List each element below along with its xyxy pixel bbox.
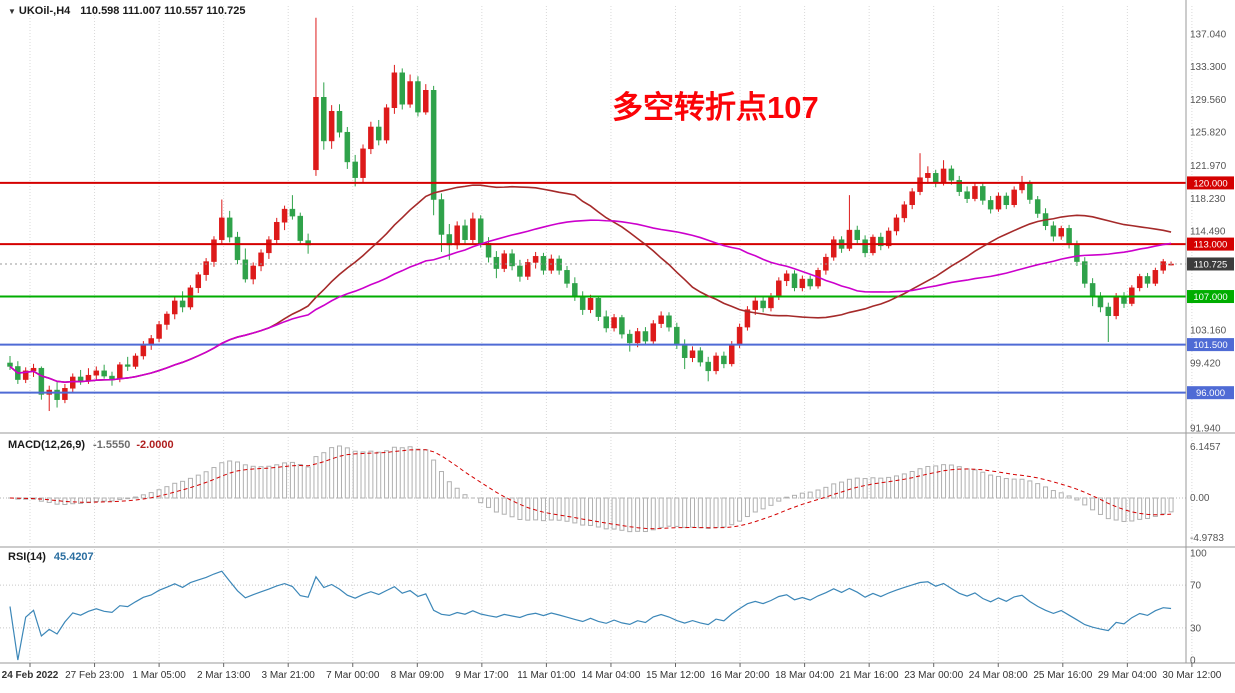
svg-text:30: 30 [1190,623,1202,634]
macd-name: MACD(12,26,9) [8,439,86,451]
svg-text:24 Mar 08:00: 24 Mar 08:00 [969,670,1028,681]
grid-lines [29,6,1193,662]
svg-text:114.490: 114.490 [1190,227,1226,238]
svg-text:91.940: 91.940 [1190,424,1221,435]
level-lines[interactable] [0,181,1186,394]
svg-text:16 Mar 20:00: 16 Mar 20:00 [711,670,770,681]
svg-text:107.000: 107.000 [1193,292,1227,303]
candles [7,17,1174,412]
svg-text:23 Mar 00:00: 23 Mar 00:00 [904,670,963,681]
macd-histogram [8,445,1174,533]
svg-text:27 Feb 23:00: 27 Feb 23:00 [65,670,124,681]
svg-text:120.000: 120.000 [1193,178,1227,189]
svg-text:8 Mar 09:00: 8 Mar 09:00 [391,670,445,681]
svg-text:30 Mar 12:00: 30 Mar 12:00 [1162,670,1221,681]
svg-text:70: 70 [1190,581,1202,592]
macd-signal-value: -2.0000 [136,439,174,451]
svg-text:121.970: 121.970 [1190,161,1227,172]
svg-text:96.000: 96.000 [1196,388,1225,399]
svg-text:0: 0 [1190,656,1196,667]
rsi-line [9,570,1172,661]
svg-text:3 Mar 21:00: 3 Mar 21:00 [262,670,316,681]
svg-text:0.00: 0.00 [1190,493,1210,504]
svg-text:101.500: 101.500 [1193,340,1227,351]
svg-text:103.160: 103.160 [1190,326,1227,337]
svg-text:14 Mar 04:00: 14 Mar 04:00 [581,670,640,681]
svg-text:99.420: 99.420 [1190,358,1221,369]
ma-fast-line[interactable] [9,184,1172,383]
svg-text:1 Mar 05:00: 1 Mar 05:00 [132,670,186,681]
ohlc-values: 110.598 111.007 110.557 110.725 [80,5,246,17]
svg-text:137.040: 137.040 [1190,29,1227,40]
svg-text:11 Mar 01:00: 11 Mar 01:00 [517,670,576,681]
collapse-triangle-icon[interactable]: ▼ [8,7,16,16]
svg-text:2 Mar 13:00: 2 Mar 13:00 [197,670,251,681]
panel-separators [0,0,1235,664]
svg-text:113.000: 113.000 [1194,240,1228,251]
svg-text:133.300: 133.300 [1190,62,1227,73]
svg-text:7 Mar 00:00: 7 Mar 00:00 [326,670,380,681]
svg-text:25 Mar 16:00: 25 Mar 16:00 [1033,670,1092,681]
annotation-text[interactable]: 多空转折点107 [612,90,819,125]
ma-slow-line[interactable] [9,219,1172,383]
macd-main-value: -1.5550 [93,439,131,451]
svg-text:24 Feb 2022: 24 Feb 2022 [2,670,59,681]
svg-text:6.1457: 6.1457 [1190,442,1221,453]
svg-text:15 Mar 12:00: 15 Mar 12:00 [646,670,705,681]
time-axis-labels[interactable]: 24 Feb 2022 27 Feb 23:00 1 Mar 05:00 2 Mar … [2,663,1222,681]
svg-text:29 Mar 04:00: 29 Mar 04:00 [1098,670,1157,681]
price-axis-badges[interactable]: 120.000 113.000 107.000 101.500 96.000 110.72… [1187,176,1234,400]
price-axis-labels[interactable]: 137.040 133.300 129.560 125.820 121.970 118.2… [1190,29,1227,666]
svg-text:118.230: 118.230 [1190,194,1226,205]
svg-text:-4.9783: -4.9783 [1190,533,1224,544]
rsi-level-lines [0,584,1186,629]
svg-text:9 Mar 17:00: 9 Mar 17:00 [455,670,509,681]
svg-text:18 Mar 04:00: 18 Mar 04:00 [775,670,834,681]
chart-title: ▼ UKOil-,H4 110.598 111.007 110.557 110.72… [8,5,245,17]
rsi-value: 45.4207 [53,551,94,563]
rsi-indicator-label: RSI(14) 45.4207 [8,551,94,563]
svg-text:129.560: 129.560 [1190,95,1227,106]
svg-text:110.725: 110.725 [1194,259,1228,270]
svg-text:21 Mar 16:00: 21 Mar 16:00 [840,670,899,681]
rsi-name: RSI(14) [8,551,46,563]
macd-signal-line [9,449,1172,530]
svg-text:125.820: 125.820 [1190,128,1227,139]
symbol-timeframe-label: UKOil-,H4 [18,5,71,17]
macd-indicator-label: MACD(12,26,9) -1.5550 -2.0000 [8,439,174,451]
svg-text:100: 100 [1190,549,1207,560]
